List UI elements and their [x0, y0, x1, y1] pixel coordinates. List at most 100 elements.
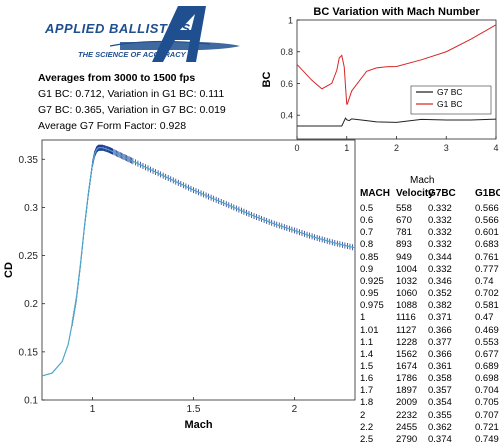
table-cell: 1116 — [396, 312, 416, 324]
stats-heading: Averages from 3000 to 1500 fps — [38, 72, 196, 84]
table-row: 1.1 1228 0.377 0.553 — [358, 337, 500, 349]
column-header: Velocity — [396, 188, 434, 199]
column-header: G1BC — [475, 188, 500, 199]
table-cell: 0.469 — [475, 324, 499, 336]
table-cell: 2790 — [396, 433, 418, 445]
table-cell: 0.357 — [428, 385, 452, 397]
table-cell: 0.702 — [475, 288, 499, 300]
table-cell: 1004 — [396, 263, 418, 275]
table-cell: 0.749 — [475, 433, 499, 445]
table-cell: 0.371 — [428, 312, 452, 324]
y-axis-label: CD — [3, 262, 15, 278]
x-tick-label: 0 — [294, 143, 299, 153]
table-cell: 0.374 — [428, 433, 452, 445]
table-cell: 0.47 — [475, 312, 494, 324]
cd-series-line — [41, 147, 356, 377]
table-row: 0.5 558 0.332 0.566 — [358, 203, 500, 215]
y-axis-label: BC — [261, 72, 273, 88]
g7-form-factor-line: Average G7 Form Factor: 0.928 — [38, 120, 187, 132]
table-row: 1.8 2009 0.354 0.705 — [358, 397, 500, 409]
x-tick-label: 1.5 — [186, 404, 200, 415]
table-cell: 893 — [396, 239, 412, 251]
table-cell: 0.677 — [475, 348, 499, 360]
table-cell: 2 — [360, 409, 366, 421]
g7-bc-line: G7 BC: 0.365, Variation in G7 BC: 0.019 — [38, 104, 226, 116]
table-cell: 0.377 — [428, 336, 452, 348]
table-cell: 0.332 — [428, 227, 452, 239]
table-cell: 949 — [396, 251, 412, 263]
table-cell: 0.704 — [475, 385, 499, 397]
table-cell: 0.355 — [428, 409, 452, 421]
table-cell: 1060 — [396, 288, 418, 300]
table-cell: 2009 — [396, 397, 418, 409]
table-cell: 0.332 — [428, 263, 452, 275]
table-row: 2.2 2455 0.362 0.721 — [358, 422, 500, 434]
table-cell: 0.361 — [428, 360, 452, 372]
stats-block: Averages from 3000 to 1500 fps G1 BC: 0.… — [38, 70, 288, 134]
table-cell: 0.689 — [475, 360, 499, 372]
cd-vs-mach-chart: 1 1.5 2 0.1 0.15 0.2 0.25 0.3 0.35 Mach CD — [3, 139, 356, 431]
table-cell: 1562 — [396, 348, 418, 360]
table-cell: 1032 — [396, 275, 418, 287]
table-cell: 0.601 — [475, 227, 499, 239]
table-row: 0.8 893 0.332 0.683 — [358, 239, 500, 251]
table-cell: 0.366 — [428, 348, 452, 360]
table-row: 1.7 1897 0.357 0.704 — [358, 385, 500, 397]
table-cell: 1.4 — [360, 348, 374, 360]
table-cell: 0.705 — [475, 397, 499, 409]
table-cell: 1.01 — [360, 324, 379, 336]
table-cell: 0.566 — [475, 203, 499, 214]
legend-box — [410, 85, 492, 115]
table-row: 0.7 781 0.332 0.601 — [358, 227, 500, 239]
table-cell: 0.366 — [428, 324, 452, 336]
table-row: 2 2232 0.355 0.707 — [358, 410, 500, 422]
table-cell: 0.352 — [428, 288, 452, 300]
legend-label: G1 BC — [437, 99, 463, 109]
y-tick-label: 0.8 — [280, 47, 293, 57]
table-cell: 1.8 — [360, 397, 374, 409]
table-row: 2.5 2790 0.374 0.749 — [358, 434, 500, 446]
table-cell: 1127 — [396, 324, 417, 336]
applied-ballistics-logo: APPLIED BALLISTICS THE SCIENCE OF ACCURA… — [44, 6, 240, 62]
table-row: 1.6 1786 0.358 0.698 — [358, 373, 500, 385]
y-tick-label: 0.25 — [19, 251, 39, 262]
table-cell: 1 — [360, 312, 366, 324]
column-header: MACH — [360, 188, 390, 199]
table-cell: 0.5 — [360, 203, 374, 214]
table-cell: 0.777 — [475, 263, 499, 275]
logo-swoosh-icon — [109, 40, 211, 47]
table-cell: 0.332 — [428, 215, 452, 227]
series-line-g7-bc — [297, 117, 497, 127]
table-cell: 0.698 — [475, 373, 499, 385]
series-line-g1-bc — [296, 24, 497, 105]
table-cell: 1.7 — [360, 385, 374, 397]
table-cell: 0.581 — [475, 300, 499, 312]
y-tick-label: 0.15 — [19, 347, 39, 358]
table-cell: 0.566 — [475, 215, 499, 227]
table-cell: 0.74 — [475, 275, 494, 287]
table-cell: 2.2 — [360, 421, 374, 433]
table-row: 0.95 1060 0.352 0.702 — [358, 288, 500, 300]
chart-title: BC Variation with Mach Number — [313, 6, 480, 18]
table-row: 1.01 1127 0.366 0.469 — [358, 325, 500, 337]
table-cell: 0.332 — [428, 203, 452, 214]
y-tick-label: 0.3 — [24, 203, 38, 214]
table-row: 0.9 1004 0.332 0.777 — [358, 264, 500, 276]
y-tick-label: 0.6 — [280, 79, 293, 89]
table-cell: 0.6 — [360, 215, 374, 227]
legend-label: G7 BC — [437, 87, 463, 97]
table-cell: 0.354 — [428, 397, 452, 409]
x-tick-label: 4 — [493, 143, 498, 153]
plot-frame — [41, 139, 356, 401]
table-cell: 0.332 — [428, 239, 452, 251]
table-cell: 0.7 — [360, 227, 374, 239]
table-row: 0.975 1088 0.382 0.581 — [358, 300, 500, 312]
table-cell: 2455 — [396, 421, 418, 433]
table-cell: 0.707 — [475, 409, 499, 421]
table-row: 0.6 670 0.332 0.566 — [358, 215, 500, 227]
plot-frame — [296, 19, 497, 140]
table-cell: 1088 — [396, 300, 418, 312]
table-row: 1.4 1562 0.366 0.677 — [358, 349, 500, 361]
table-cell: 2.5 — [360, 433, 374, 445]
table-header: MACH Velocity G7BC G1BC — [358, 188, 500, 200]
